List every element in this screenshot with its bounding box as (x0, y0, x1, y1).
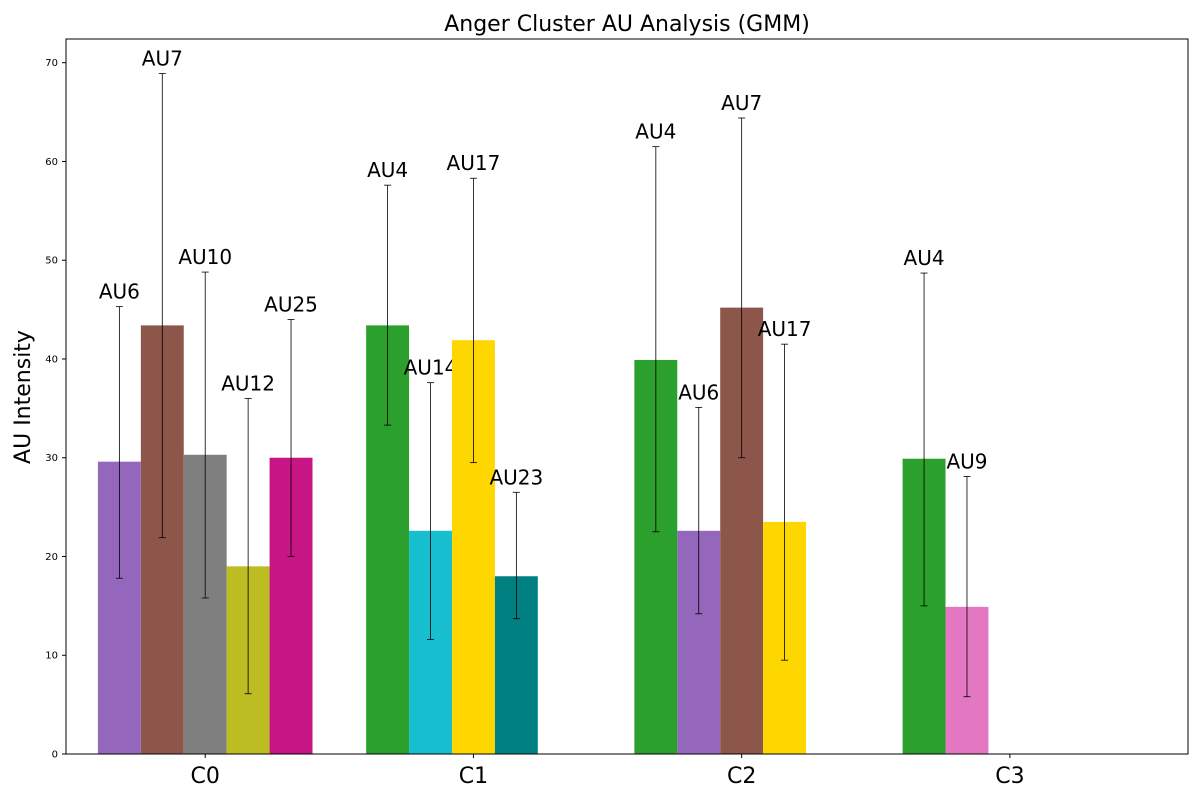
x-tick-label: C2 (727, 764, 756, 789)
bar-label: AU6 (678, 380, 719, 404)
plot-area: 0 10 20 30 40 50 60 70 AU6 AU7 AU10 AU12 AU25 AU4 AU14… (45, 47, 1024, 789)
chart-title: Anger Cluster AU Analysis (GMM) (444, 12, 810, 37)
y-tick-label: 40 (45, 354, 58, 365)
y-tick-label: 30 (45, 453, 58, 464)
bar-label: AU12 (221, 371, 275, 395)
bar-label: AU9 (946, 449, 987, 473)
bar-label: AU14 (404, 356, 458, 380)
bar-label: AU4 (635, 120, 676, 144)
y-axis-label: AU Intensity (11, 330, 36, 464)
bar-label: AU23 (489, 465, 543, 489)
x-tick-label: C3 (995, 764, 1024, 789)
plot-frame (65, 38, 1189, 755)
bar-label: AU17 (447, 151, 501, 175)
bar-label: AU10 (178, 245, 232, 269)
bar-label: AU25 (264, 292, 318, 316)
bar-label: AU7 (721, 91, 762, 115)
y-tick-label: 60 (45, 157, 58, 168)
y-tick-label: 70 (45, 58, 58, 69)
bar-label: AU17 (758, 317, 812, 341)
bar-label: AU4 (367, 158, 408, 182)
y-tick-label: 20 (45, 552, 58, 563)
y-tick-label: 0 (52, 750, 58, 761)
bar-label: AU4 (904, 246, 945, 270)
x-tick-label: C1 (459, 764, 488, 789)
bar-label: AU6 (99, 280, 140, 304)
x-tick-label: C0 (191, 764, 220, 789)
bar-label: AU7 (142, 47, 183, 71)
y-tick-label: 10 (45, 651, 58, 662)
y-tick-label: 50 (45, 256, 58, 267)
